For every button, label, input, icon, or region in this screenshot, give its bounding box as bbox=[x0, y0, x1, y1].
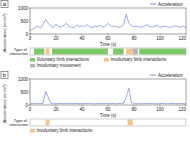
acceleration-line bbox=[30, 88, 186, 104]
x-tick-label: 0 bbox=[29, 36, 32, 41]
y-axis-label: |Acceleration| (mm/s²) bbox=[2, 13, 7, 53]
x-tick-label: 120 bbox=[178, 36, 186, 41]
legend-label: Involuntary limb interactions bbox=[37, 128, 94, 133]
panel-letter: b bbox=[3, 72, 7, 78]
panel-letter: a bbox=[3, 1, 7, 7]
acceleration-line bbox=[30, 14, 186, 31]
x-tick-label: 100 bbox=[156, 107, 164, 112]
legend-swatch bbox=[104, 58, 109, 62]
x-axis-label: Time (s) bbox=[100, 113, 117, 118]
interaction-interval bbox=[52, 49, 108, 55]
x-tick-label: 40 bbox=[79, 107, 85, 112]
interaction-strip bbox=[30, 119, 186, 126]
x-tick-label: 60 bbox=[105, 36, 111, 41]
x-axis-label: Time (s) bbox=[100, 42, 117, 47]
interaction-interval bbox=[139, 49, 186, 55]
y-tick-label: 500 bbox=[20, 19, 28, 24]
legend-label: Involuntary movement bbox=[37, 63, 82, 68]
x-tick-label: 40 bbox=[79, 36, 85, 41]
y-tick bbox=[29, 79, 31, 80]
y-tick bbox=[29, 105, 31, 106]
y-tick-label: 1000 bbox=[18, 6, 29, 11]
y-axis-label: |Acceleration| (mm/s²) bbox=[2, 84, 7, 124]
y-tick-label: 500 bbox=[20, 90, 28, 95]
x-tick-label: 80 bbox=[131, 36, 137, 41]
interaction-interval bbox=[128, 120, 133, 126]
legend-swatch bbox=[30, 129, 35, 133]
interaction-interval bbox=[46, 49, 50, 55]
x-tick-label: 100 bbox=[156, 36, 164, 41]
y-tick bbox=[29, 34, 31, 35]
y-tick bbox=[29, 92, 31, 93]
x-tick-label: 20 bbox=[53, 36, 59, 41]
legend-label: Voluntary limb interactions bbox=[37, 57, 90, 62]
interaction-interval bbox=[46, 120, 50, 126]
x-tick-label: 120 bbox=[178, 107, 186, 112]
panel-letter-box bbox=[1, 72, 8, 79]
y-tick-label: 1000 bbox=[18, 77, 29, 82]
x-tick-label: 80 bbox=[131, 107, 137, 112]
x-tick-label: 20 bbox=[53, 107, 59, 112]
legend-label: Acceleration bbox=[158, 2, 183, 7]
legend-swatch bbox=[30, 58, 35, 62]
plot-frame bbox=[30, 8, 186, 34]
legend-label: Acceleration bbox=[158, 73, 183, 78]
interaction-interval bbox=[133, 49, 138, 55]
strip-label: Type of interaction bbox=[10, 118, 28, 127]
interaction-interval bbox=[113, 49, 123, 55]
x-tick-label: 0 bbox=[29, 107, 32, 112]
plot-area bbox=[30, 14, 186, 31]
strip-label: Type of interaction bbox=[10, 47, 28, 56]
legend-line bbox=[150, 75, 156, 76]
interaction-interval bbox=[126, 49, 133, 55]
legend-line bbox=[150, 4, 156, 5]
x-tick-label: 60 bbox=[105, 107, 111, 112]
figure: a 0 500 1000 0 20 40 60 80 100 120 Time (s) |Acceler… bbox=[0, 0, 190, 142]
plot-frame bbox=[30, 79, 186, 105]
strip-area bbox=[46, 120, 133, 126]
legend-swatch bbox=[30, 64, 35, 68]
y-tick bbox=[29, 21, 31, 22]
strip-area bbox=[34, 49, 186, 55]
panel-letter-box bbox=[1, 1, 8, 8]
plot-area bbox=[30, 88, 186, 104]
y-tick bbox=[29, 8, 31, 9]
interaction-strip bbox=[30, 48, 186, 55]
interaction-interval bbox=[34, 49, 44, 55]
legend-label: Involuntary limb interactions bbox=[111, 57, 168, 62]
